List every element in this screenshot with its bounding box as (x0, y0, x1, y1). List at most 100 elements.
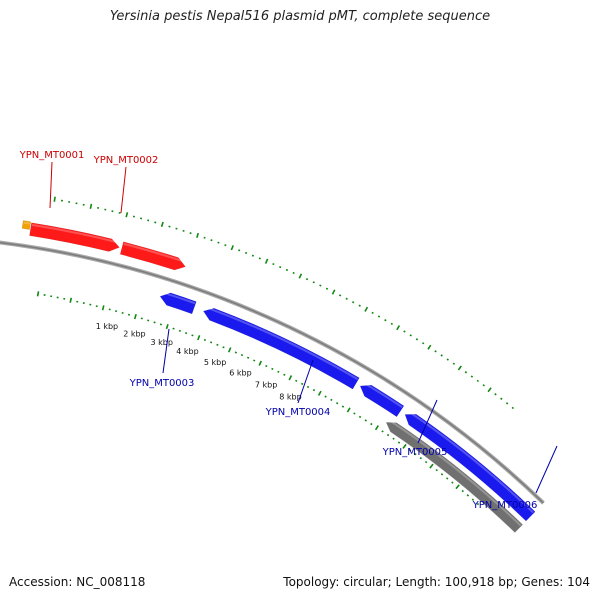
minor-tick (434, 350, 437, 353)
minor-tick (424, 460, 428, 464)
major-tick (53, 196, 56, 202)
tick-label: 8 kbp (279, 393, 301, 402)
gene-label-ypn_mt0002: YPN_MT0002 (93, 155, 159, 166)
gene-label-ypn_mt0005: YPN_MT0005 (382, 447, 448, 458)
feature-layer (21, 220, 536, 533)
minor-tick (338, 294, 342, 297)
gene-arrow-ypn_mt0006 (404, 413, 536, 522)
minor-tick (210, 341, 213, 344)
major-tick (125, 212, 129, 218)
minor-tick (246, 356, 250, 359)
minor-tick (392, 437, 395, 440)
minor-tick (422, 342, 425, 345)
minor-tick (415, 338, 419, 341)
major-tick (331, 289, 336, 295)
minor-tick (216, 343, 219, 346)
minor-tick (466, 494, 470, 497)
gene-arrow-ypn_mt0001 (29, 222, 120, 252)
map-title: Yersinia pestis Nepal516 plasmid pMT, co… (109, 9, 491, 24)
leader-line-ypn_mt0004 (297, 359, 314, 404)
minor-tick (440, 354, 443, 357)
leader-line-ypn_mt0002 (120, 166, 127, 214)
minor-tick (277, 370, 280, 373)
minor-tick (153, 321, 156, 324)
gene-arrow-ypn_mt0002 (119, 241, 186, 271)
orange-feature-highlight (23, 221, 30, 225)
gene-label-ypn_mt0003: YPN_MT0003 (129, 378, 195, 389)
minor-tick (312, 388, 316, 392)
minor-tick (172, 327, 175, 330)
major-tick (69, 297, 73, 303)
minor-tick (370, 422, 373, 426)
major-tick (133, 313, 137, 320)
minor-tick (381, 430, 384, 433)
minor-tick (258, 257, 261, 260)
minor-tick (325, 287, 329, 290)
minor-tick (217, 241, 220, 244)
gene-arrow-ypn_mt0001-highlight (31, 223, 120, 244)
minor-tick (175, 227, 178, 230)
minor-tick (505, 402, 509, 405)
major-tick (429, 463, 434, 469)
major-tick (457, 365, 462, 371)
tick-layer (36, 196, 515, 506)
minor-tick (279, 265, 282, 269)
minor-tick (440, 473, 444, 476)
minor-tick (203, 236, 206, 239)
minor-tick (168, 225, 171, 228)
gene-arrow-ypn_mt0003 (159, 292, 197, 315)
outer-tick-ring (53, 196, 515, 410)
minor-tick (353, 412, 356, 415)
minor-tick (191, 334, 194, 337)
gene-arrow-ypn_mt0006-highlight (407, 410, 534, 514)
gene-arrow-ypn_mt0002-highlight (123, 242, 187, 264)
minor-tick (330, 398, 333, 402)
minor-tick (154, 221, 157, 224)
major-tick (364, 306, 369, 312)
major-tick (317, 390, 322, 396)
minor-tick (408, 449, 412, 452)
minor-tick (377, 315, 381, 318)
minor-tick (324, 395, 327, 398)
tick-label: 3 kbp (150, 338, 172, 347)
gene-arrow-ypn_mt0003-highlight (161, 291, 196, 305)
major-tick (264, 258, 269, 264)
minor-tick (446, 358, 449, 361)
gene-arrow-ypn_mt0005-highlight (362, 381, 403, 408)
minor-tick (147, 319, 150, 322)
minor-tick (210, 239, 213, 242)
minor-tick (182, 229, 185, 232)
minor-tick (285, 268, 289, 272)
major-tick (197, 335, 201, 341)
minor-tick (452, 362, 456, 365)
minor-tick (397, 441, 401, 444)
minor-tick (300, 382, 304, 385)
minor-tick (341, 405, 345, 408)
leader-line-ypn_mt0005 (417, 399, 438, 444)
minor-tick (240, 354, 244, 357)
major-tick (298, 273, 303, 279)
major-tick (487, 387, 492, 393)
minor-tick (435, 468, 438, 472)
minor-tick (159, 323, 163, 326)
minor-tick (364, 419, 367, 422)
leader-line-ypn_mt0006 (535, 445, 558, 494)
minor-tick (178, 329, 181, 332)
minor-tick (482, 384, 485, 387)
tick-label: 6 kbp (229, 369, 251, 378)
minor-tick (224, 244, 227, 247)
minor-tick (352, 301, 355, 304)
minor-tick (272, 263, 275, 266)
minor-tick (386, 433, 390, 437)
minor-tick (222, 346, 225, 349)
major-tick (196, 232, 200, 239)
major-tick (374, 425, 379, 431)
major-tick (396, 325, 401, 331)
minor-tick (446, 477, 449, 480)
minor-tick (305, 278, 309, 281)
gene-arrow-ypn_mt0004 (203, 307, 360, 390)
gene-arrow-ypn_mt0005 (359, 384, 405, 418)
minor-tick (471, 498, 475, 501)
leader-line-ypn_mt0001 (49, 161, 53, 209)
